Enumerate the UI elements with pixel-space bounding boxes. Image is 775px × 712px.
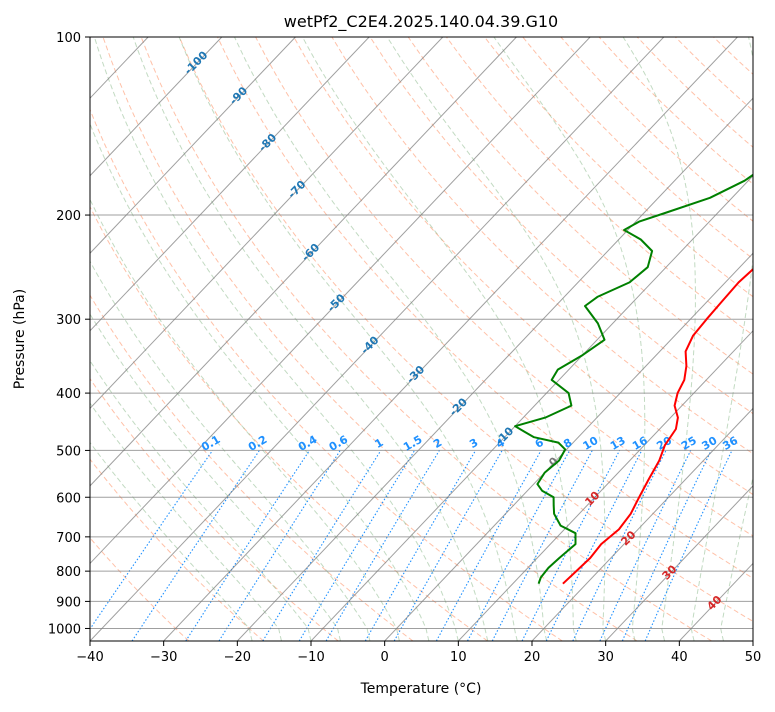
x-tick-label: 40 [671,650,688,665]
dry-adiabat [637,37,775,641]
y-tick-label: 1000 [48,622,81,637]
moist-adiabat [0,166,252,641]
moist-adiabat [38,62,399,642]
mixing-ratio-line [436,450,541,641]
isotherm [0,37,295,641]
y-tick-label: 200 [56,209,81,224]
x-tick-label: 50 [745,650,762,665]
isotherm [385,37,775,641]
dry-adiabat [599,37,775,641]
x-tick-label: −40 [76,650,103,665]
isotherm [0,37,369,641]
y-tick-label: 600 [56,491,81,506]
isotherm [753,37,775,641]
isotherm [0,37,222,641]
isotherm [458,37,775,641]
isotherm [16,37,590,641]
mixing-ratio-line [645,450,732,641]
dry-adiabat [141,37,712,641]
moist-adiabat [387,37,606,641]
mixing-ratio-line [326,450,439,641]
x-tick-label: 10 [450,650,467,665]
dry-adiabat [561,37,775,641]
mixing-ratio-line [522,450,620,641]
dry-adiabat [714,37,775,641]
background-lines [0,37,775,641]
moist-adiabat [303,37,577,641]
x-axis-label: Temperature (°C) [360,681,482,697]
moist-adiabat [623,37,695,641]
dry-adiabat [752,37,775,641]
x-tick-label: −10 [297,650,324,665]
y-tick-label: 900 [56,595,81,610]
mixing-ratio-line [263,450,381,641]
dry-adiabat [27,37,488,641]
mixing-ratio-line [132,450,259,641]
moist-adiabat [0,104,341,641]
dry-adiabat [0,37,338,641]
x-tick-label: 20 [524,650,541,665]
y-tick-label: 300 [56,313,81,328]
x-axis-ticks: −40 −30 −20 −10 0 10 20 30 40 50 [76,641,761,665]
moist-adiabat [721,37,775,641]
y-axis-ticks: 100 200 300 400 500 600 700 800 900 1000 [48,31,90,637]
dry-adiabat [408,37,775,641]
x-tick-label: 30 [597,650,614,665]
mixing-ratio-line [219,450,340,641]
mixing-ratio-line [573,450,666,641]
y-tick-label: 700 [56,531,81,546]
x-tick-label: −30 [150,650,177,665]
moist-adiabat [235,37,547,641]
mixing-ratio-label: 3 [467,436,480,451]
y-tick-label: 500 [56,444,81,459]
y-tick-label: 800 [56,565,81,580]
mixing-ratio-line [186,450,310,641]
mixing-ratio-label: 2 [431,436,444,451]
x-tick-label: −20 [224,650,251,665]
y-tick-label: 400 [56,387,81,402]
isotherm [606,37,775,641]
dry-adiabat [485,37,775,641]
mixing-ratio-line [600,450,691,641]
x-tick-label: 0 [381,650,389,665]
chart-title: wetPf2_C2E4.2025.140.04.39.G10 [284,12,558,32]
dry-adiabat [0,37,189,641]
y-axis-label: Pressure (hPa) [12,289,28,389]
moist-adiabat [94,37,458,641]
isotherm [0,37,1,641]
mixing-ratio-line [299,450,414,641]
mixing-ratio-line [468,450,570,641]
mixing-ratio-line [82,450,213,641]
mixing-ratio-label: 1 [373,436,386,451]
isotherm [679,37,775,641]
y-tick-label: 100 [56,31,81,46]
